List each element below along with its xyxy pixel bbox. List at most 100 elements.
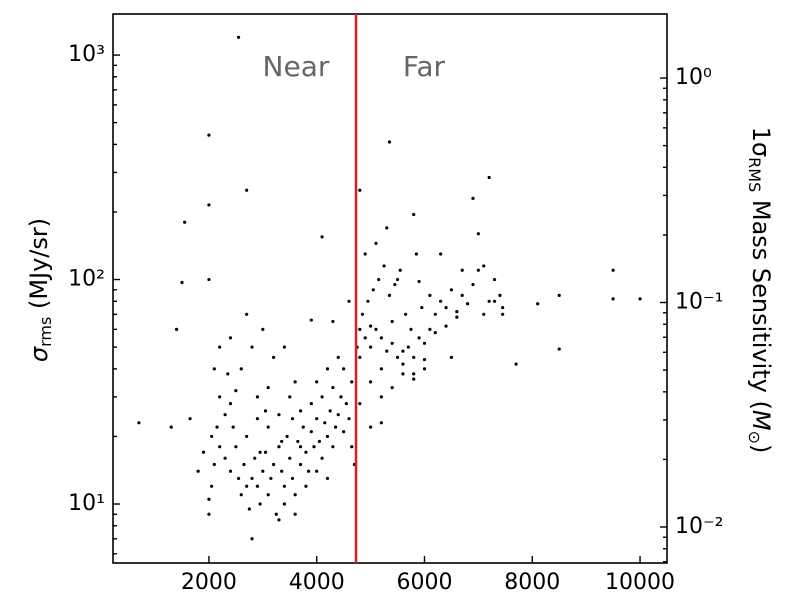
point: [433, 331, 437, 335]
point: [422, 341, 427, 345]
point: [466, 302, 470, 306]
point: [207, 512, 211, 516]
point: [250, 345, 254, 349]
point: [258, 502, 262, 506]
point: [393, 282, 397, 287]
point: [501, 305, 505, 310]
point: [557, 347, 561, 351]
point: [476, 232, 480, 236]
point: [350, 380, 354, 384]
y-tick-label: 10¹: [68, 491, 105, 516]
point: [611, 268, 615, 272]
point: [350, 445, 354, 449]
y2-label-symbol: M: [747, 410, 775, 431]
point: [245, 312, 249, 316]
point: [212, 367, 216, 371]
point: [258, 450, 262, 454]
y-label-space: [25, 309, 53, 317]
point: [395, 355, 400, 359]
point: [514, 362, 518, 366]
point: [271, 462, 276, 467]
point: [290, 417, 295, 421]
point: [492, 299, 497, 303]
y2-label-text: Mass Sensitivity (: [747, 200, 775, 410]
point: [250, 476, 254, 481]
y2-axis-label: 1σRMS Mass Sensitivity (M⊙): [746, 127, 776, 454]
point: [460, 293, 464, 297]
point: [368, 345, 373, 349]
point: [201, 450, 206, 454]
point: [293, 380, 297, 384]
point: [422, 367, 427, 371]
point: [368, 425, 373, 429]
point: [385, 349, 389, 353]
point: [460, 268, 464, 272]
point: [412, 372, 416, 376]
point: [368, 380, 373, 384]
point: [387, 293, 392, 297]
y2-tick-label: 10⁻²: [675, 514, 723, 539]
annotation: Near: [263, 50, 330, 83]
point: [298, 409, 303, 413]
point: [417, 336, 421, 340]
point: [379, 367, 383, 371]
point: [236, 35, 241, 39]
point: [290, 476, 295, 481]
point: [444, 324, 448, 328]
point: [277, 413, 281, 417]
point: [277, 518, 281, 522]
point: [339, 395, 343, 399]
point: [449, 288, 454, 292]
point: [307, 469, 311, 473]
point: [557, 293, 561, 297]
x-tick-label: 2000: [181, 570, 237, 595]
point: [395, 277, 400, 282]
point: [245, 434, 249, 439]
annotation: Far: [403, 50, 446, 83]
point: [320, 456, 324, 460]
y-tick-label: 10²: [68, 267, 105, 292]
point: [282, 502, 286, 506]
point: [207, 203, 211, 207]
point: [439, 299, 443, 303]
point: [420, 305, 424, 310]
x-tick-label: 6000: [396, 570, 452, 595]
point: [293, 512, 297, 516]
point: [498, 293, 502, 297]
point: [263, 409, 268, 413]
point: [422, 357, 427, 362]
point: [347, 299, 351, 303]
point: [137, 421, 141, 425]
point: [207, 497, 211, 501]
point: [309, 430, 313, 434]
point: [317, 439, 322, 444]
point: [228, 336, 233, 340]
point: [285, 434, 289, 439]
point: [301, 425, 305, 429]
point: [325, 367, 330, 371]
x-tick-label: 4000: [289, 570, 345, 595]
point: [328, 409, 332, 413]
point: [412, 377, 416, 381]
point: [342, 367, 346, 371]
point: [501, 312, 505, 316]
point: [368, 324, 373, 328]
point: [277, 445, 281, 449]
point: [390, 319, 394, 324]
point: [293, 493, 297, 497]
point: [358, 327, 362, 331]
point: [487, 299, 491, 303]
point: [266, 425, 270, 429]
point: [333, 425, 338, 429]
point: [280, 439, 284, 444]
y2-tick-label: 10⁻¹: [675, 290, 723, 315]
point: [358, 402, 362, 406]
point: [401, 372, 405, 376]
point: [390, 386, 394, 390]
point: [266, 386, 270, 390]
point: [455, 309, 459, 314]
y2-label-prefix: 1σ: [747, 127, 775, 157]
point: [304, 450, 308, 454]
point: [482, 312, 486, 316]
point: [387, 140, 392, 144]
